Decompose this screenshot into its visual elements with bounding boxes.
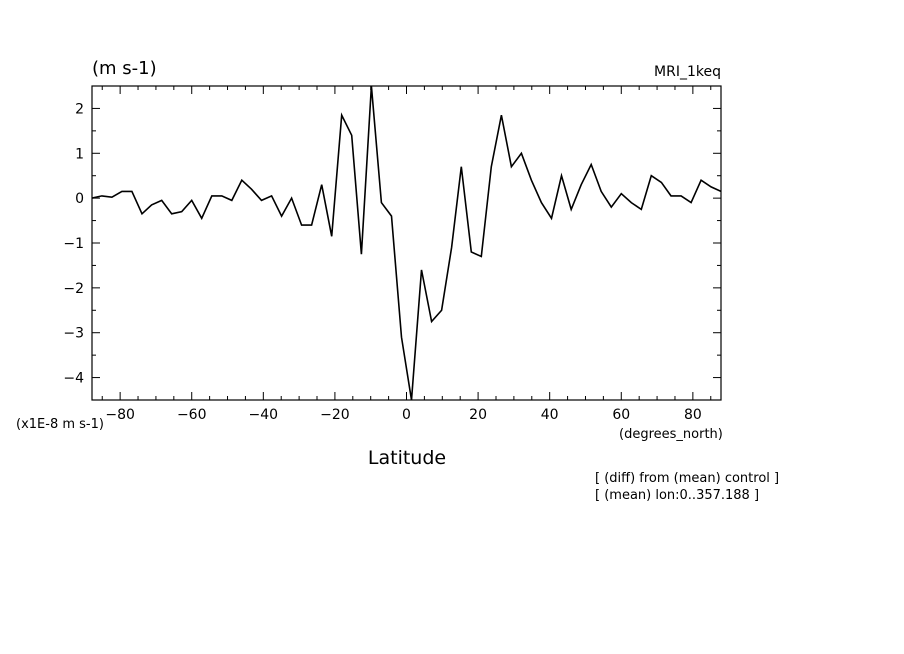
y-tick-label: −3 <box>63 326 84 342</box>
y-tick-label: −1 <box>63 236 84 252</box>
x-tick-label: 80 <box>684 407 702 423</box>
annotation-mean: [ (mean) lon:0..357.188 ] <box>595 488 759 503</box>
plot-frame <box>91 85 722 401</box>
y-tick-label: −2 <box>63 281 84 297</box>
axis-ticks <box>92 85 721 401</box>
chart-title: MRI_1keq <box>654 64 721 80</box>
x-tick-label: −40 <box>249 407 279 423</box>
annotation-diff: [ (diff) from (mean) control ] <box>595 471 779 486</box>
x-tick-label: 40 <box>541 407 559 423</box>
series-line <box>92 86 721 400</box>
x-tick-label: 60 <box>612 407 630 423</box>
axis-tick-labels: −80 −60 −40 −20 0 20 40 60 80 −4 −3 −2 −1 0 1 2 <box>63 101 701 423</box>
x-tick-label: 20 <box>469 407 487 423</box>
x-axis-unit: (degrees_north) <box>619 427 723 442</box>
y-scale-note: (x1E-8 m s-1) <box>16 417 104 432</box>
x-axis-label: Latitude <box>368 447 446 469</box>
y-tick-label: 2 <box>75 101 84 117</box>
x-tick-label: −20 <box>320 407 350 423</box>
y-tick-label: −4 <box>63 371 84 387</box>
x-tick-label: 0 <box>402 407 411 423</box>
x-tick-label: −80 <box>105 407 135 423</box>
y-tick-label: 0 <box>75 191 84 207</box>
y-tick-label: 1 <box>75 146 84 162</box>
y-axis-label: (m s-1) <box>92 58 157 79</box>
x-tick-label: −60 <box>177 407 207 423</box>
